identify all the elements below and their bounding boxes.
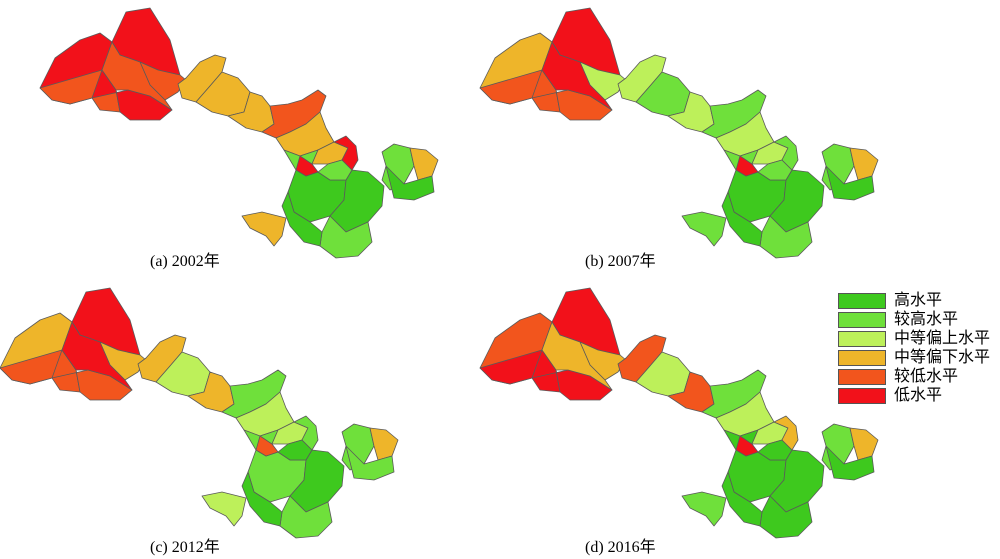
map-region-south-3	[241, 471, 283, 527]
legend-swatch-low	[838, 388, 886, 404]
map-caption-2002: (a) 2002年	[150, 253, 220, 270]
map-region-east-1	[849, 147, 879, 181]
legend-swatch-upper-middle	[838, 331, 886, 347]
map-region-center-2	[735, 155, 759, 177]
map-region-east-2	[825, 165, 875, 201]
legend-item-relatively-high: 较高水平	[838, 310, 1000, 329]
legend-item-upper-middle: 中等偏上水平	[838, 329, 1000, 348]
map-caption-2007: (b) 2007年	[585, 253, 656, 270]
gansu-map-2016	[479, 287, 879, 539]
map-region-west-c	[541, 41, 613, 111]
map-region-east-1	[849, 427, 879, 461]
legend-label-high: 高水平	[894, 290, 943, 309]
map-region-center-4	[333, 135, 359, 171]
map-panel-2016: (d) 2016年	[440, 280, 940, 559]
map-region-southwest	[681, 491, 727, 527]
legend-label-lower-middle: 中等偏下水平	[894, 347, 991, 366]
map-region-east-2	[825, 445, 875, 481]
map-region-southwest	[201, 491, 247, 527]
map-region-center-2	[295, 155, 319, 177]
map-region-west-c	[541, 321, 613, 391]
map-region-east-2	[345, 445, 395, 481]
legend-swatch-high	[838, 293, 886, 309]
map-region-center-4	[773, 415, 799, 451]
map-region-west-c	[61, 321, 133, 391]
legend-swatch-lower-middle	[838, 350, 886, 366]
map-region-south-3	[281, 191, 323, 247]
map-region-corridor-0	[177, 54, 227, 103]
map-region-southwest	[241, 211, 287, 247]
map-region-south-1	[769, 449, 825, 513]
map-region-east-1	[369, 427, 399, 461]
legend-swatch-relatively-low	[838, 369, 886, 385]
map-panel-2012: (c) 2012年	[0, 280, 460, 559]
legend-item-low: 低水平	[838, 386, 1000, 405]
map-caption-2016: (d) 2016年	[585, 539, 656, 556]
map-region-southwest	[681, 211, 727, 247]
map-panel-2007: (b) 2007年	[440, 0, 940, 279]
map-region-center-2	[735, 435, 759, 457]
legend-item-high: 高水平	[838, 291, 1000, 310]
legend-swatch-relatively-high	[838, 312, 886, 328]
legend-label-relatively-low: 较低水平	[894, 366, 959, 385]
map-region-corridor-0	[137, 334, 187, 383]
map-region-west-c	[101, 41, 173, 111]
gansu-map-2007	[479, 7, 879, 259]
map-region-center-4	[773, 135, 799, 171]
map-legend: 高水平 较高水平 中等偏上水平 中等偏下水平 较低水平 低水平	[838, 291, 1000, 405]
map-region-south-1	[769, 169, 825, 233]
map-region-east-2	[385, 165, 435, 201]
map-region-south-3	[721, 191, 763, 247]
legend-label-upper-middle: 中等偏上水平	[894, 328, 991, 347]
map-region-south-3	[721, 471, 763, 527]
legend-item-lower-middle: 中等偏下水平	[838, 348, 1000, 367]
map-region-corridor-0	[617, 54, 667, 103]
legend-label-relatively-high: 较高水平	[894, 309, 959, 328]
map-region-center-4	[293, 415, 319, 451]
legend-label-low: 低水平	[894, 385, 943, 404]
map-caption-2012: (c) 2012年	[150, 539, 220, 556]
map-region-south-1	[289, 449, 345, 513]
legend-item-relatively-low: 较低水平	[838, 367, 1000, 386]
gansu-map-2002	[39, 7, 439, 259]
map-panel-2002: (a) 2002年	[0, 0, 500, 279]
gansu-map-2012	[0, 287, 399, 539]
map-region-corridor-0	[617, 334, 667, 383]
map-region-east-1	[409, 147, 439, 181]
map-region-center-2	[255, 435, 279, 457]
map-region-south-1	[329, 169, 385, 233]
